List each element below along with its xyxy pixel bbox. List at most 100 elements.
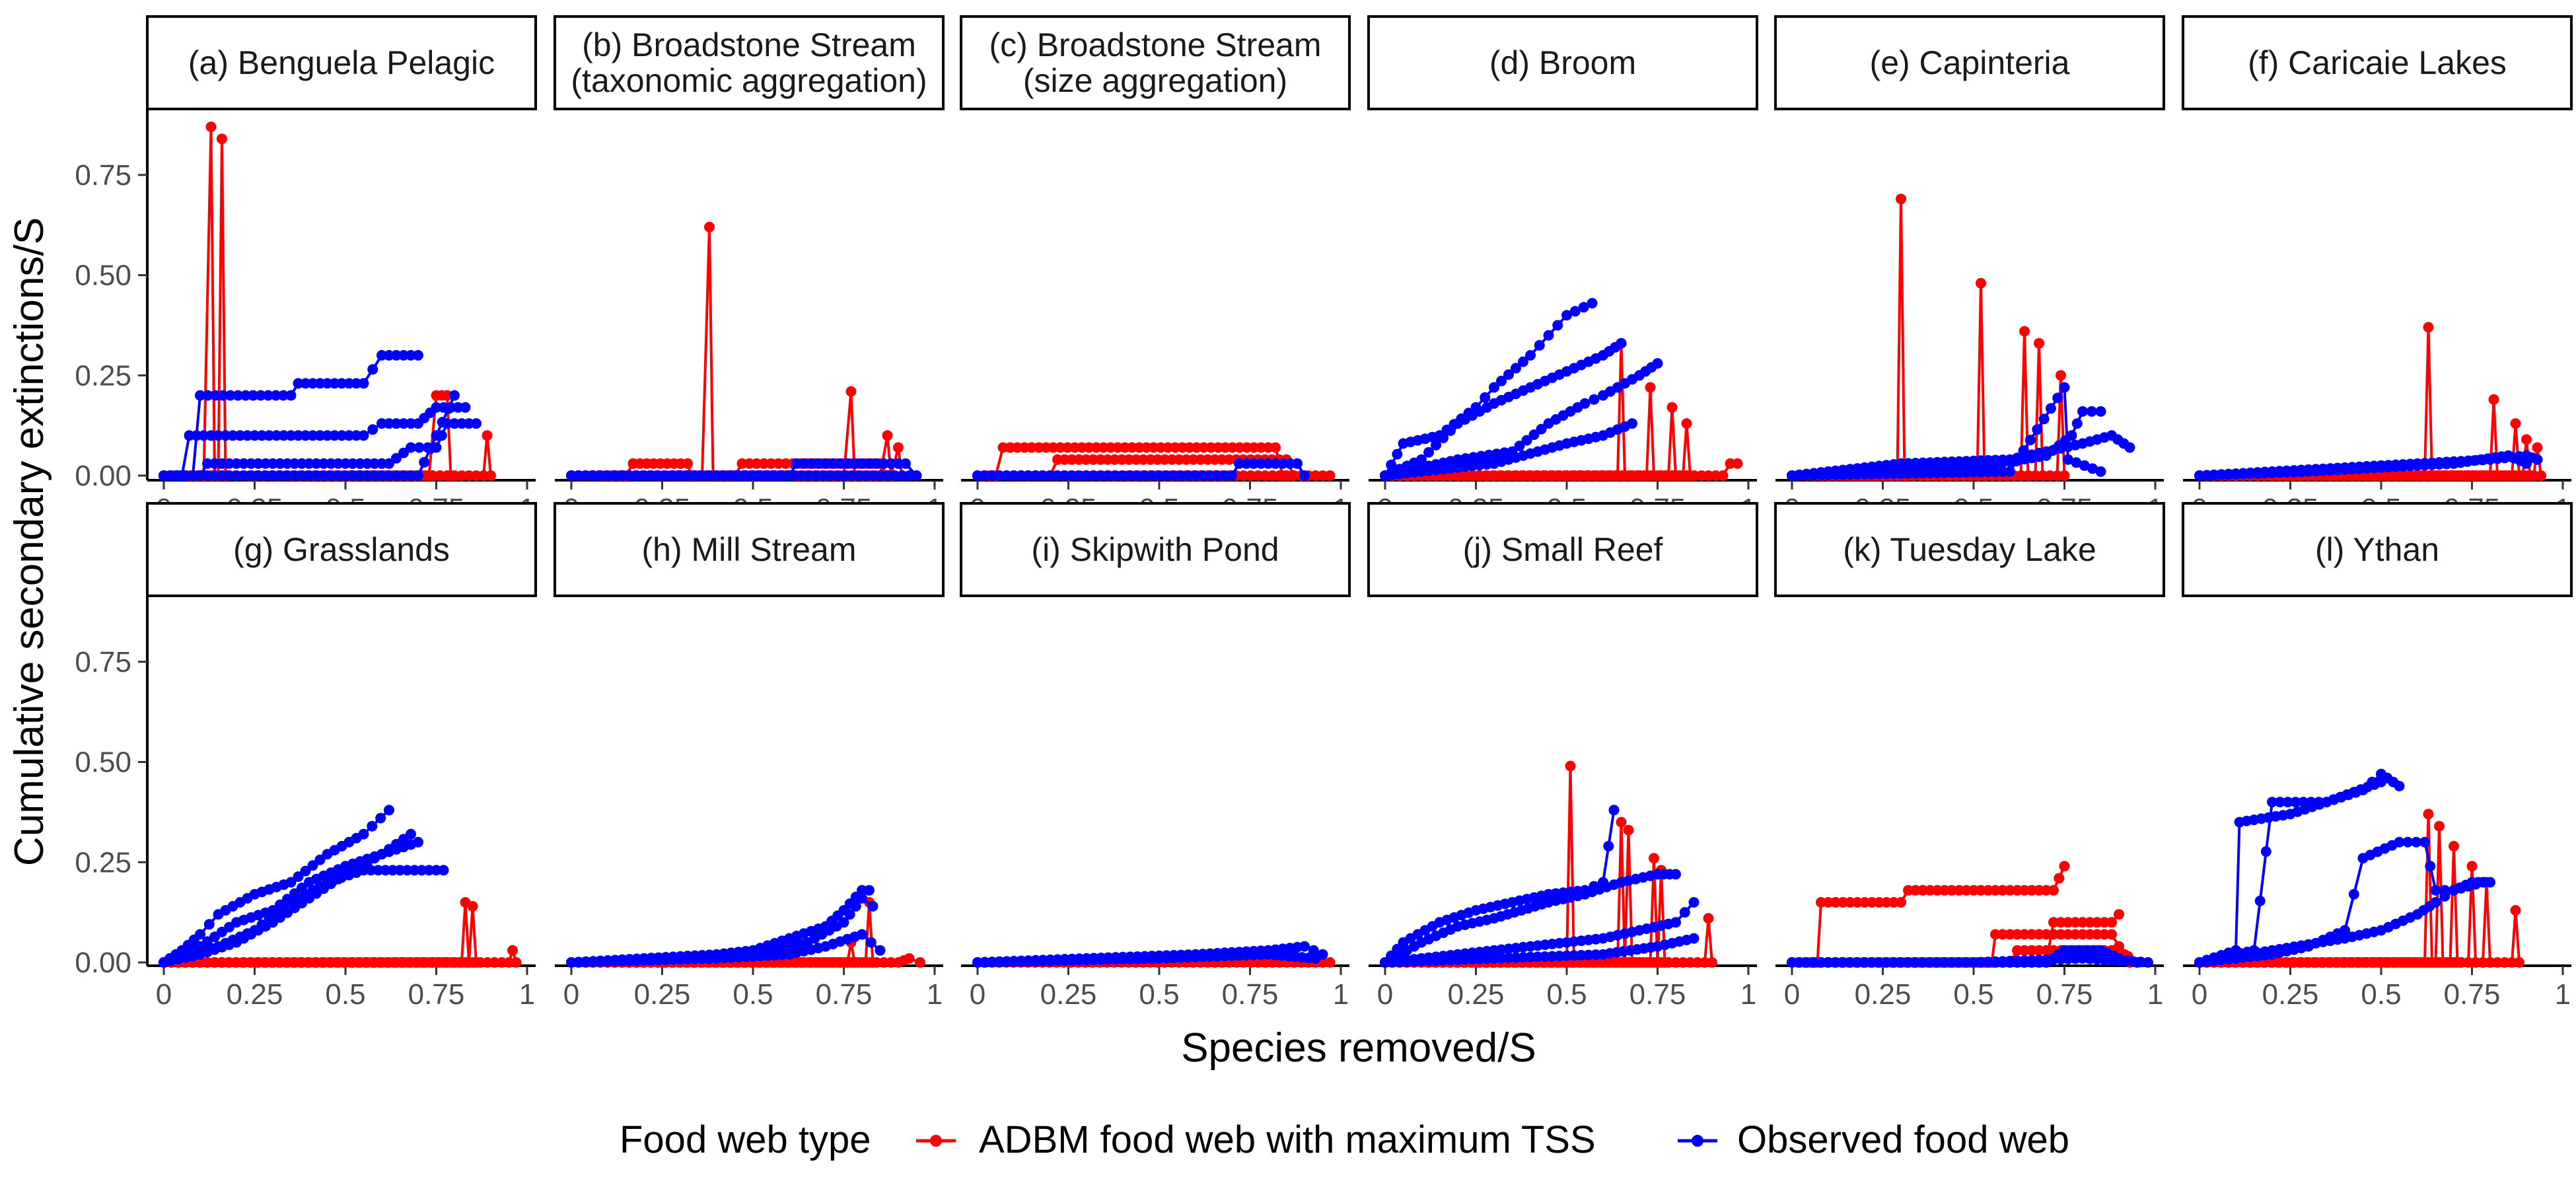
series-point (2052, 392, 2063, 404)
series-point (766, 458, 777, 469)
series-point (2267, 957, 2277, 968)
series-point (878, 957, 889, 968)
facet-panel: (g) Grasslands 0 0.25 0.5 0.75 1 (146, 502, 537, 1011)
series-point (443, 403, 454, 414)
series-point (1277, 458, 1288, 469)
series-point (1823, 897, 1834, 908)
series-point (1649, 853, 1659, 864)
y-tick-label: 0.75 (75, 159, 131, 192)
series-point (482, 430, 493, 441)
series-point (2402, 836, 2414, 847)
series-point (1881, 897, 1892, 908)
series-point (2106, 917, 2117, 928)
series-point (318, 470, 329, 481)
series-point (1867, 957, 1877, 968)
series-point (260, 458, 271, 469)
series-point (813, 957, 824, 968)
x-tick-label: 0.5 (1953, 978, 1993, 1011)
x-tick-label: 0.5 (1139, 978, 1179, 1011)
series-point (813, 458, 824, 469)
series-point (1292, 458, 1303, 469)
series-point (2434, 470, 2445, 481)
series-point (1603, 841, 1614, 851)
series-point (871, 957, 882, 968)
facet-strip (1367, 15, 1758, 110)
series-point (1707, 957, 1717, 968)
x-tick-label: 0.75 (408, 978, 465, 1011)
series-point (1009, 470, 1019, 481)
series-point (2032, 424, 2043, 435)
series-point (2449, 470, 2459, 481)
series-point (398, 447, 409, 458)
series-point (2092, 917, 2102, 928)
series-point (1423, 447, 1434, 458)
series-point (791, 458, 802, 469)
series-point (351, 378, 362, 389)
series-point (773, 458, 784, 469)
series-point (318, 458, 329, 469)
series-point (2124, 442, 2135, 453)
series-point (2077, 929, 2088, 940)
series-point (2423, 809, 2434, 820)
series-point (249, 430, 260, 441)
series-point (1468, 452, 1479, 463)
series-point (844, 909, 855, 920)
x-tick-label: 0 (563, 978, 579, 1011)
series-point (1939, 957, 1950, 968)
series-point (1881, 957, 1892, 968)
series-point (2005, 466, 2015, 477)
series-point (1652, 358, 1663, 369)
series-point (2056, 370, 2066, 381)
facet-strip (1774, 15, 2165, 110)
series-point (413, 442, 425, 453)
series-point (343, 430, 355, 441)
series-point (2532, 442, 2543, 453)
series-point (842, 458, 853, 469)
series-point (456, 418, 467, 429)
series-point (2041, 929, 2052, 940)
series-point (1830, 957, 1841, 968)
series-point (2254, 895, 2266, 906)
series-point (351, 430, 362, 441)
series-point (367, 820, 378, 832)
series-point (387, 865, 398, 876)
series-point (2079, 460, 2090, 471)
series-point (1256, 458, 1266, 469)
series-point (419, 456, 430, 468)
series-point (1438, 433, 1449, 443)
series-point (2318, 957, 2328, 968)
series-point (367, 424, 378, 435)
series-point (1059, 470, 1070, 481)
series-point (1308, 945, 1319, 956)
series-point (263, 390, 274, 401)
legend: Food web type ADBM food web with maximum… (620, 1118, 2069, 1161)
series-point (1605, 957, 1616, 968)
series-point (2038, 414, 2050, 425)
series-point (195, 929, 205, 940)
series-point (304, 470, 314, 481)
series-point (1627, 957, 1637, 968)
series-point (1125, 470, 1135, 481)
x-tick-label: 0.5 (2361, 978, 2401, 1011)
series-point (398, 349, 409, 361)
y-tick-label: 0.25 (75, 359, 131, 392)
facet-title: (l) Ythan (2315, 531, 2439, 568)
series-point (2018, 445, 2029, 456)
series-point (1903, 957, 1914, 968)
series-point (1263, 458, 1273, 469)
series-point (2340, 957, 2350, 968)
series-point (1939, 884, 1950, 896)
series-point (2092, 929, 2102, 940)
legend-key-point-adbm (930, 1135, 942, 1147)
series-point (255, 390, 266, 401)
series-point (2114, 909, 2124, 920)
series-point (373, 865, 384, 876)
facet-panel: (a) Benguela Pelagic00.250.50.751 (146, 15, 537, 525)
series-point (1645, 382, 1656, 393)
series-point (2052, 470, 2063, 481)
series-point (347, 458, 358, 469)
series-point (2492, 957, 2503, 968)
legend-title: Food web type (620, 1118, 871, 1161)
series-point (264, 430, 275, 441)
x-tick-label: 0.75 (2444, 978, 2501, 1011)
